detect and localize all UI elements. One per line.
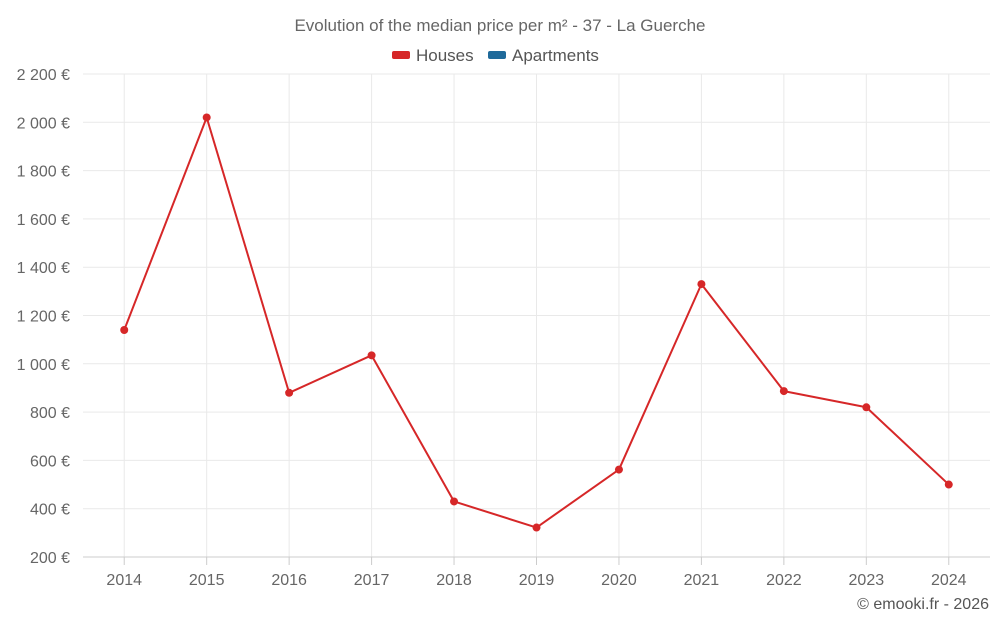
- legend-swatch-houses: [392, 51, 410, 59]
- data-point-houses[interactable]: [862, 403, 871, 412]
- x-axis: 2014 2015 2016 2017 2018 2019 2020 2021 2022 2023…: [83, 556, 990, 589]
- x-tick-label: 2015: [189, 572, 225, 589]
- y-tick-label: 1 000 €: [17, 357, 70, 374]
- y-tick-label: 800 €: [30, 405, 70, 422]
- y-tick-label: 1 800 €: [17, 164, 70, 181]
- legend: Houses Apartments: [392, 46, 599, 65]
- data-point-houses[interactable]: [532, 523, 541, 532]
- y-tick-label: 600 €: [30, 453, 70, 470]
- x-tick-label: 2017: [354, 572, 390, 589]
- x-tick-label: 2022: [766, 572, 802, 589]
- x-tick-label: 2021: [684, 572, 720, 589]
- data-point-houses[interactable]: [120, 325, 129, 334]
- x-tick-label: 2018: [436, 572, 472, 589]
- y-tick-label: 1 400 €: [17, 260, 70, 277]
- data-point-houses[interactable]: [202, 113, 211, 122]
- y-tick-label: 2 200 €: [17, 67, 70, 84]
- x-tick-label: 2016: [271, 572, 307, 589]
- x-tick-label: 2024: [931, 572, 967, 589]
- x-tick-label: 2023: [849, 572, 885, 589]
- credit-text: © emooki.fr - 2026: [857, 596, 989, 613]
- legend-item-houses[interactable]: Houses: [392, 46, 474, 65]
- grid: [83, 73, 990, 557]
- y-tick-label: 400 €: [30, 502, 70, 519]
- data-point-houses[interactable]: [944, 480, 953, 489]
- legend-label-apartments: Apartments: [512, 46, 599, 65]
- legend-label-houses: Houses: [416, 46, 474, 65]
- chart-title: Evolution of the median price per m² - 3…: [294, 16, 705, 35]
- series: [120, 113, 953, 532]
- y-tick-label: 2 000 €: [17, 115, 70, 132]
- y-tick-label: 1 200 €: [17, 309, 70, 326]
- data-point-houses[interactable]: [697, 280, 706, 289]
- data-point-houses[interactable]: [367, 351, 376, 360]
- data-point-houses[interactable]: [614, 465, 623, 474]
- legend-item-apartments[interactable]: Apartments: [488, 46, 599, 65]
- data-point-houses[interactable]: [779, 387, 788, 396]
- x-tick-label: 2019: [519, 572, 555, 589]
- y-tick-label: 1 600 €: [17, 212, 70, 229]
- x-tick-label: 2014: [106, 572, 142, 589]
- x-tick-label: 2020: [601, 572, 637, 589]
- y-tick-label: 200 €: [30, 550, 70, 567]
- data-point-houses[interactable]: [450, 497, 459, 506]
- legend-swatch-apartments: [488, 51, 506, 59]
- data-point-houses[interactable]: [285, 388, 294, 397]
- y-axis: 200 € 400 € 600 € 800 € 1 000 € 1 200 € 1 400 …: [17, 67, 70, 567]
